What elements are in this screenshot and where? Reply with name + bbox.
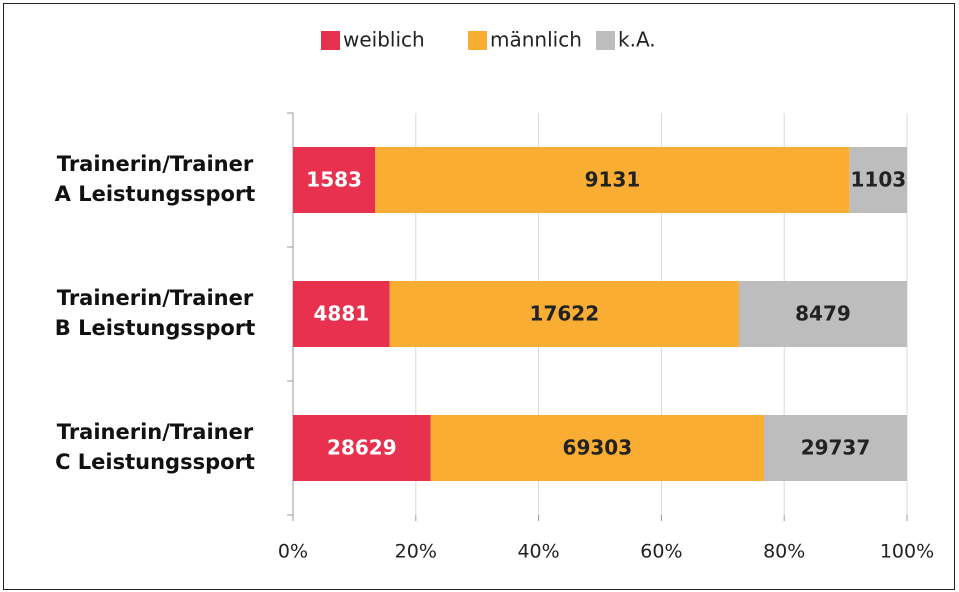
x-tick-label: 20% xyxy=(395,541,437,563)
category-label: Trainerin/Trainer B Leistungssport xyxy=(54,286,256,340)
category-label: Trainerin/Trainer C Leistungssport xyxy=(55,420,255,474)
bar-segment xyxy=(293,415,431,481)
bar-segment xyxy=(293,281,390,347)
data-label: 29737 xyxy=(801,436,871,460)
data-label: 1583 xyxy=(306,168,362,192)
bar-segment xyxy=(389,281,739,347)
bar-segment xyxy=(738,281,907,347)
category-label: Trainerin/Trainer A Leistungssport xyxy=(54,152,256,206)
x-tick-label: 0% xyxy=(278,541,308,563)
bar-segment xyxy=(849,147,907,213)
legend-swatch xyxy=(321,31,340,50)
bar-segment xyxy=(430,415,764,481)
legend-label: weiblich xyxy=(343,28,425,52)
x-tick-label: 40% xyxy=(517,541,559,563)
data-label: 69303 xyxy=(563,436,633,460)
legend-label: männlich xyxy=(490,28,582,52)
data-label: 17622 xyxy=(530,302,600,326)
data-label: 1103 xyxy=(851,168,907,192)
bar-segment xyxy=(293,147,376,213)
x-tick-label: 60% xyxy=(640,541,682,563)
legend-swatch xyxy=(468,31,487,50)
x-tick-label: 80% xyxy=(763,541,805,563)
data-label: 8479 xyxy=(795,302,851,326)
legend-label: k.A. xyxy=(618,28,656,52)
legend-swatch xyxy=(596,31,615,50)
bar-segment xyxy=(763,415,907,481)
data-label: 28629 xyxy=(327,436,397,460)
x-tick-label: 100% xyxy=(880,541,934,563)
data-label: 9131 xyxy=(585,168,641,192)
frame xyxy=(3,3,955,590)
data-label: 4881 xyxy=(314,302,370,326)
bar-segment xyxy=(375,147,850,213)
